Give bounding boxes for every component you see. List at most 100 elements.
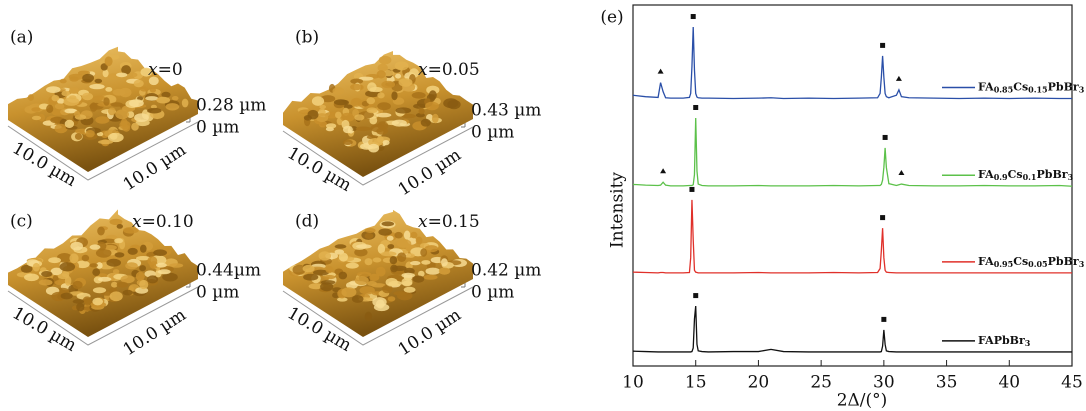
afm-grain bbox=[325, 266, 334, 274]
afm-grain bbox=[140, 244, 147, 253]
afm-grain bbox=[342, 139, 353, 145]
afm-grain bbox=[391, 91, 398, 101]
afm-grain bbox=[308, 283, 324, 290]
afm-grain bbox=[376, 112, 392, 118]
afm-grain bbox=[394, 231, 403, 239]
afm-grain bbox=[57, 273, 70, 280]
afm-grain bbox=[318, 121, 327, 128]
afm-grain bbox=[369, 86, 383, 93]
afm-grain bbox=[367, 281, 377, 286]
afm-z-max: 0.43 µm bbox=[471, 101, 541, 121]
afm-grain bbox=[129, 72, 138, 78]
afm-grain bbox=[340, 112, 355, 122]
afm-grain bbox=[394, 61, 409, 71]
peak-marker-square bbox=[689, 186, 695, 192]
afm-grain bbox=[313, 269, 329, 276]
afm-grain bbox=[438, 267, 451, 275]
afm-grain bbox=[147, 107, 162, 114]
afm-grain bbox=[75, 260, 90, 269]
afm-grain bbox=[418, 270, 425, 277]
afm-grain bbox=[140, 67, 153, 77]
afm-grain bbox=[64, 119, 75, 128]
afm-grain bbox=[120, 275, 135, 284]
afm-grain bbox=[369, 116, 378, 125]
afm-z-min: 0 µm bbox=[196, 118, 239, 138]
afm-grain bbox=[145, 96, 159, 101]
afm-panel-label: (d) bbox=[295, 212, 319, 232]
x-tick-label: 20 bbox=[748, 373, 770, 393]
afm-grain bbox=[395, 73, 402, 79]
afm-grain bbox=[364, 311, 373, 321]
afm-grain bbox=[97, 226, 105, 236]
afm-grain bbox=[386, 235, 394, 241]
afm-grain bbox=[50, 267, 63, 276]
afm-grain bbox=[131, 122, 139, 131]
peak-marker-square bbox=[693, 293, 699, 299]
afm-grain bbox=[325, 123, 337, 129]
afm-grain bbox=[319, 104, 326, 110]
afm-grain bbox=[425, 267, 441, 275]
afm-grain bbox=[356, 244, 372, 249]
afm-grain bbox=[136, 256, 151, 261]
afm-grain bbox=[69, 253, 79, 264]
afm-grain bbox=[405, 253, 415, 258]
afm-grain bbox=[387, 244, 395, 249]
afm-grain bbox=[100, 63, 108, 71]
afm-grain bbox=[122, 124, 131, 132]
afm-grain bbox=[59, 78, 67, 84]
afm-grain bbox=[311, 96, 325, 106]
afm-grain bbox=[443, 98, 459, 109]
afm-grain bbox=[46, 86, 61, 93]
afm-composition: x=0 bbox=[148, 60, 183, 80]
afm-grain bbox=[57, 98, 65, 104]
afm-z-max: 0.44µm bbox=[196, 261, 261, 281]
afm-grain bbox=[431, 113, 439, 124]
afm-grain bbox=[69, 95, 77, 100]
afm-grain bbox=[122, 289, 133, 296]
afm-grain bbox=[356, 271, 372, 277]
x-tick-label: 45 bbox=[1061, 373, 1083, 393]
afm-grain bbox=[157, 269, 171, 275]
afm-grain bbox=[81, 92, 94, 101]
afm-grain bbox=[51, 94, 60, 102]
afm-grain bbox=[48, 257, 61, 264]
afm-grain bbox=[376, 70, 386, 79]
afm-grain bbox=[345, 262, 359, 269]
afm-grain bbox=[410, 231, 418, 239]
afm-grain bbox=[147, 256, 158, 266]
legend-label: FAPbBr3 bbox=[978, 334, 1031, 348]
afm-grain bbox=[364, 233, 374, 239]
afm-grain bbox=[428, 90, 437, 101]
afm-grain bbox=[72, 299, 85, 304]
afm-grain bbox=[27, 94, 34, 101]
afm-grain bbox=[41, 271, 53, 277]
afm-grain bbox=[148, 76, 159, 86]
afm-z-min: 0 µm bbox=[471, 283, 514, 303]
afm-grain bbox=[61, 90, 70, 97]
afm-grain bbox=[338, 271, 348, 280]
afm-grain bbox=[156, 262, 167, 268]
peak-marker-square bbox=[882, 134, 888, 140]
afm-grain bbox=[89, 244, 101, 250]
afm-grain bbox=[337, 297, 348, 302]
afm-grain bbox=[85, 130, 95, 138]
afm-grain bbox=[303, 273, 319, 281]
afm-grain bbox=[104, 56, 113, 67]
x-tick-label: 15 bbox=[685, 373, 707, 393]
afm-grain bbox=[92, 95, 106, 101]
afm-grain bbox=[364, 228, 376, 233]
afm-grain bbox=[410, 261, 421, 266]
afm-composition: x=0.05 bbox=[418, 60, 480, 80]
afm-grain bbox=[140, 86, 148, 92]
afm-grain bbox=[165, 103, 180, 111]
legend-label: FA0.85Cs0.15PbBr3 bbox=[978, 80, 1085, 94]
peak-marker-triangle bbox=[898, 170, 905, 176]
afm-z-max: 0.28 µm bbox=[196, 96, 266, 116]
afm-grain bbox=[350, 83, 363, 91]
afm-grain bbox=[89, 102, 98, 112]
afm-panel-label: (b) bbox=[295, 28, 319, 48]
afm-grain bbox=[74, 133, 83, 140]
afm-grain bbox=[381, 80, 396, 89]
